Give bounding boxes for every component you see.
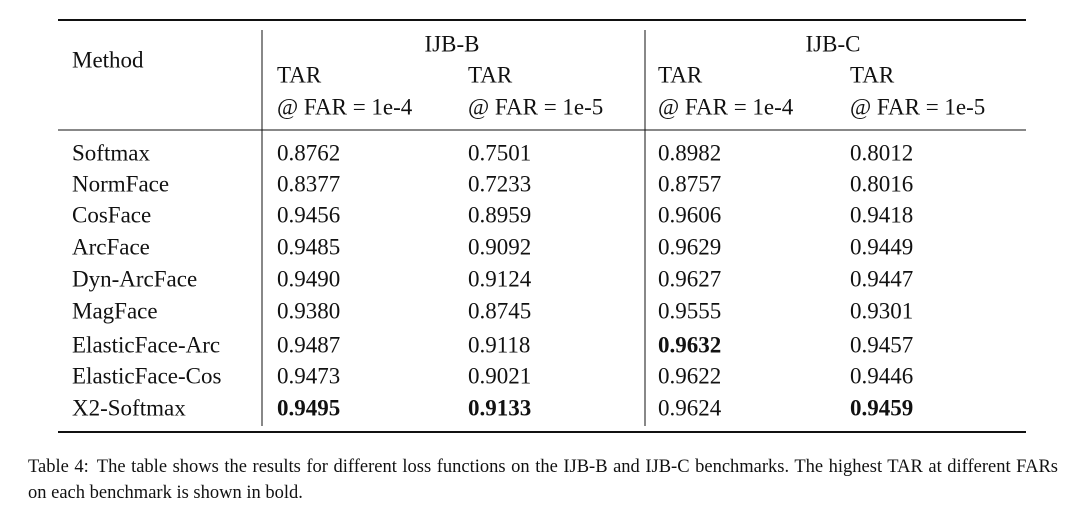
cell: 0.9447 — [850, 266, 914, 292]
cell: 0.9632 — [658, 332, 722, 358]
caption-label: Table 4: — [28, 457, 89, 477]
cell: 0.9495 — [277, 395, 341, 421]
column-header: TAR — [658, 62, 703, 88]
row-method: ElasticFace-Cos — [72, 363, 222, 389]
caption: Table 4: The table shows the results for … — [28, 454, 1058, 506]
cell: 0.9021 — [468, 363, 532, 389]
row-method: ElasticFace-Arc — [72, 332, 221, 358]
cell: 0.7233 — [468, 171, 532, 197]
cell: 0.9473 — [277, 363, 341, 389]
row-method: NormFace — [72, 171, 170, 197]
row-method: CosFace — [72, 202, 152, 228]
cell: 0.9459 — [850, 395, 914, 421]
cell: 0.8016 — [850, 171, 914, 197]
cell: 0.8012 — [850, 140, 914, 166]
column-header: @ FAR = 1e-4 — [277, 94, 413, 120]
column-header: @ FAR = 1e-5 — [468, 94, 604, 120]
cell: 0.9418 — [850, 202, 914, 228]
group-header: IJB-C — [805, 31, 861, 57]
cell: 0.8745 — [468, 298, 532, 324]
cell: 0.9456 — [277, 202, 341, 228]
cell: 0.8377 — [277, 171, 341, 197]
cell: 0.8762 — [277, 140, 341, 166]
cell: 0.9133 — [468, 395, 532, 421]
header-method: Method — [72, 47, 144, 73]
column-header: TAR — [468, 62, 513, 88]
cell: 0.9629 — [658, 234, 722, 260]
cell: 0.9457 — [850, 332, 914, 358]
row-method: Dyn-ArcFace — [72, 266, 198, 292]
cell: 0.9124 — [468, 266, 532, 292]
cell: 0.9555 — [658, 298, 722, 324]
cell: 0.7501 — [468, 140, 532, 166]
row-method: Softmax — [72, 140, 150, 166]
column-header: @ FAR = 1e-4 — [658, 94, 794, 120]
cell: 0.8757 — [658, 171, 722, 197]
cell: 0.9624 — [658, 395, 722, 421]
cell: 0.9118 — [468, 332, 531, 358]
column-header: TAR — [850, 62, 895, 88]
cell: 0.9487 — [277, 332, 341, 358]
group-header: IJB-B — [424, 31, 480, 57]
row-method: ArcFace — [72, 234, 150, 260]
caption-text: The table shows the results for differen… — [28, 457, 1058, 503]
cell: 0.9490 — [277, 266, 341, 292]
cell: 0.9606 — [658, 202, 722, 228]
cell: 0.8959 — [468, 202, 532, 228]
row-method: X2-Softmax — [72, 395, 186, 421]
column-header: TAR — [277, 62, 322, 88]
cell: 0.9485 — [277, 234, 341, 260]
cell: 0.9627 — [658, 266, 722, 292]
cell: 0.8982 — [658, 140, 722, 166]
cell: 0.9622 — [658, 363, 722, 389]
cell: 0.9380 — [277, 298, 341, 324]
column-header: @ FAR = 1e-5 — [850, 94, 986, 120]
cell: 0.9446 — [850, 363, 914, 389]
cell: 0.9301 — [850, 298, 914, 324]
cell: 0.9092 — [468, 234, 532, 260]
cell: 0.9449 — [850, 234, 914, 260]
row-method: MagFace — [72, 298, 158, 324]
